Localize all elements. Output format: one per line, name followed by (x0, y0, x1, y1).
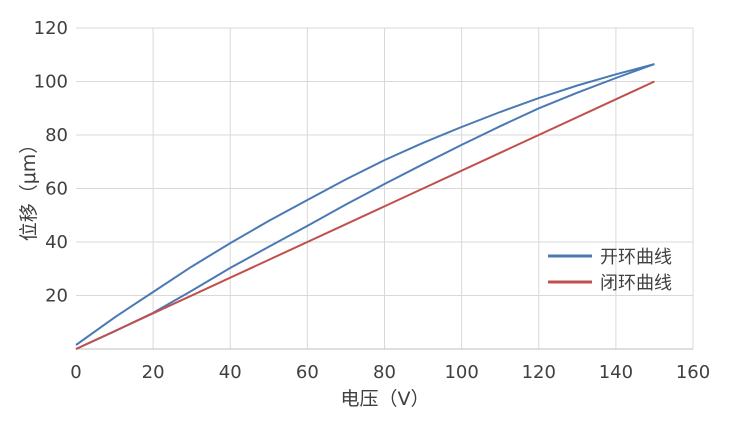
x-tick-label: 40 (219, 362, 242, 383)
y-tick-label: 100 (34, 72, 68, 93)
y-tick-label: 80 (45, 125, 68, 146)
y-axis-ticks: 20 40 60 80 100 120 (34, 18, 68, 307)
legend-label-open-loop: 开环曲线 (600, 247, 672, 268)
y-tick-label: 20 (45, 286, 68, 307)
x-tick-label: 80 (373, 362, 396, 383)
grid (76, 27, 694, 350)
y-axis-label: 位移（μm） (18, 135, 40, 242)
series-lines (75, 63, 655, 350)
x-tick-label: 100 (444, 362, 478, 383)
x-tick-label: 120 (522, 362, 556, 383)
x-tick-label: 60 (296, 362, 319, 383)
series-line-2 (75, 80, 655, 350)
series-line-1 (75, 63, 655, 350)
x-axis-ticks: 0 20 40 60 80 100 120 140 160 (70, 362, 710, 383)
y-tick-label: 60 (45, 179, 68, 200)
x-axis-label: 电压（V） (341, 388, 430, 410)
legend-label-closed-loop: 闭环曲线 (600, 273, 672, 294)
x-tick-label: 0 (70, 362, 81, 383)
legend: 开环曲线 闭环曲线 (548, 247, 672, 294)
x-tick-label: 20 (142, 362, 165, 383)
series-line-0 (75, 63, 655, 346)
x-tick-label: 160 (676, 362, 710, 383)
y-tick-label: 120 (34, 18, 68, 39)
y-tick-label: 40 (45, 232, 68, 253)
x-tick-label: 140 (599, 362, 633, 383)
